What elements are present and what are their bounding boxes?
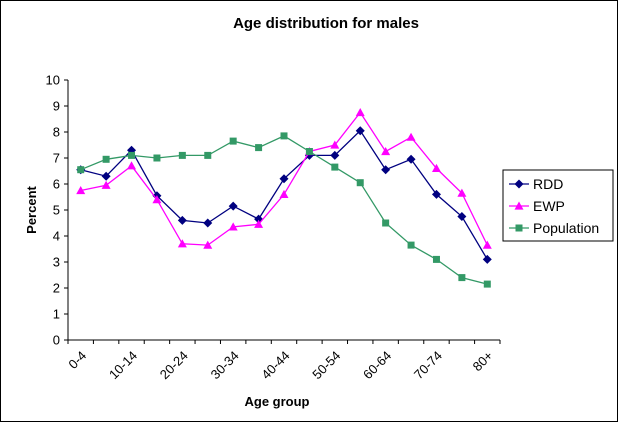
data-point-ewp — [457, 188, 467, 197]
data-point-population — [305, 148, 313, 155]
data-point-population — [356, 179, 364, 187]
y-tick-label: 2 — [53, 281, 60, 296]
data-point-rdd — [482, 254, 492, 264]
y-tick-label: 3 — [53, 255, 60, 270]
data-point-population — [128, 151, 136, 159]
data-point-population — [102, 155, 110, 163]
data-point-population — [153, 154, 161, 162]
y-tick-label: 1 — [53, 307, 60, 322]
data-point-population — [432, 255, 440, 263]
data-point-rdd — [330, 150, 340, 160]
data-point-ewp — [406, 132, 416, 141]
data-point-rdd — [355, 126, 365, 136]
data-point-ewp — [127, 161, 137, 170]
data-point-population — [229, 137, 237, 145]
y-tick-label: 8 — [53, 125, 60, 140]
y-tick-label: 7 — [53, 151, 60, 166]
data-point-ewp — [431, 163, 441, 172]
data-point-ewp — [330, 140, 340, 149]
data-point-population — [407, 241, 415, 249]
data-point-rdd — [431, 189, 441, 199]
data-point-ewp — [76, 186, 86, 195]
legend-label-rdd: RDD — [533, 176, 563, 192]
data-point-ewp — [254, 219, 264, 228]
chart-title: Age distribution for males — [233, 15, 419, 32]
data-point-ewp — [177, 239, 187, 248]
data-point-rdd — [457, 212, 467, 221]
y-tick-label: 4 — [53, 229, 60, 244]
data-point-ewp — [101, 180, 111, 189]
data-point-rdd — [203, 218, 213, 228]
data-point-ewp — [355, 108, 365, 117]
y-tick-label: 9 — [53, 99, 60, 114]
data-point-population — [331, 163, 339, 171]
y-tick-label: 5 — [53, 203, 60, 218]
data-point-population — [458, 274, 466, 282]
data-point-ewp — [381, 147, 391, 156]
data-point-ewp — [279, 189, 289, 198]
legend-label-ewp: EWP — [533, 198, 565, 214]
data-point-population — [255, 144, 263, 152]
data-point-population — [483, 280, 491, 288]
data-point-ewp — [203, 240, 213, 249]
data-point-ewp — [482, 240, 492, 249]
y-tick-label: 6 — [53, 177, 60, 192]
data-point-rdd — [228, 201, 238, 211]
data-point-ewp — [152, 195, 162, 204]
y-tick-label: 0 — [53, 333, 60, 348]
data-point-population — [178, 151, 186, 159]
data-point-rdd — [381, 165, 391, 175]
data-point-population — [204, 151, 212, 159]
data-point-rdd — [101, 171, 111, 181]
legend: RDD EWP Population — [502, 169, 614, 242]
data-point-rdd — [279, 174, 289, 184]
y-axis-title: Percent — [24, 185, 39, 233]
data-point-rdd — [406, 154, 416, 164]
data-point-population — [77, 166, 85, 174]
legend-marker-rdd — [514, 179, 524, 189]
data-point-population — [280, 132, 288, 140]
y-tick-label: 10 — [46, 73, 60, 88]
data-point-ewp — [228, 222, 238, 231]
legend-marker-ewp — [514, 201, 524, 210]
legend-label-population: Population — [533, 220, 599, 236]
data-point-rdd — [177, 215, 187, 225]
legend-marker-population — [515, 224, 523, 232]
x-axis-title: Age group — [245, 394, 310, 409]
data-point-population — [382, 219, 390, 227]
